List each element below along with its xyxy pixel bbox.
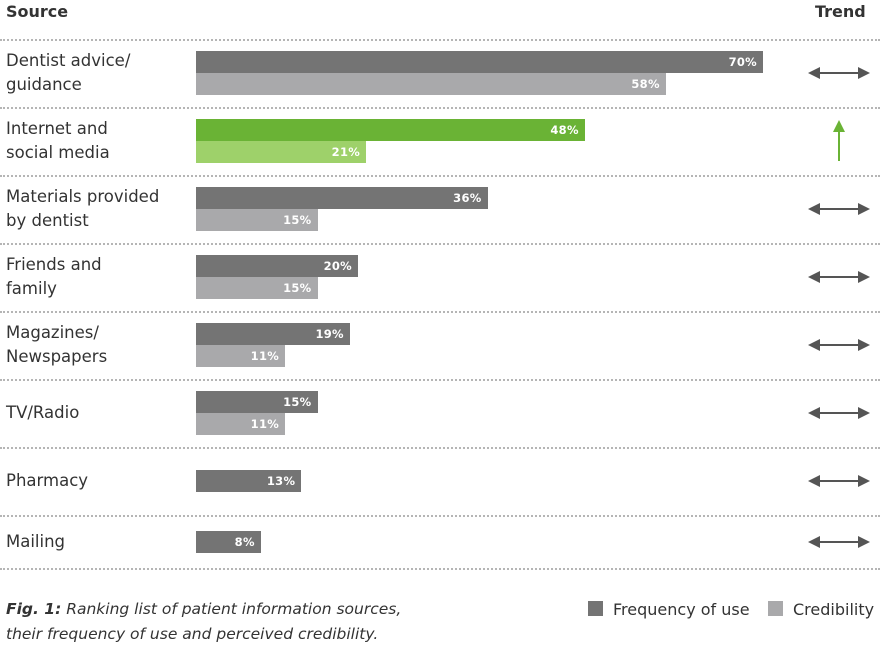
caption-line-1: Ranking list of patient information sour…	[61, 600, 402, 618]
bar-frequency: 70%	[196, 51, 763, 73]
trend-up-arrow-icon	[833, 120, 845, 161]
bar-value-label: 70%	[728, 55, 757, 69]
bar-frequency: 15%	[196, 391, 318, 413]
category-label: Pharmacy	[6, 469, 191, 493]
legend-frequency: Frequency of use	[588, 600, 750, 620]
header-trend: Trend	[815, 2, 866, 21]
trend-stable-arrow-icon	[808, 271, 870, 283]
trend-stable-arrow-icon	[808, 67, 870, 79]
header-source: Source	[6, 2, 69, 21]
bar-value-label: 20%	[323, 259, 352, 273]
bar-value-label: 21%	[331, 145, 361, 159]
category-label-line: Newspapers	[6, 347, 108, 366]
category-label-line: social media	[6, 143, 110, 162]
category-label: TV/Radio	[6, 401, 191, 425]
row-separator	[0, 243, 880, 245]
category-label-line: family	[6, 279, 57, 298]
row-separator	[0, 379, 880, 381]
bar-value-label: 15%	[283, 395, 312, 409]
bar-frequency: 36%	[196, 187, 488, 209]
category-label-line: Friends and	[6, 255, 102, 274]
bar-value-label: 8%	[234, 535, 255, 549]
caption-label: Fig. 1:	[6, 600, 62, 618]
bar-value-label: 11%	[250, 349, 280, 363]
category-label-line: Magazines/	[6, 323, 99, 342]
category-label: Dentist advice/guidance	[6, 49, 191, 97]
bar-value-label: 13%	[266, 474, 296, 488]
bar-frequency: 48%	[196, 119, 585, 141]
figure-caption: Fig. 1: Ranking list of patient informat…	[6, 597, 401, 647]
bar-value-label: 36%	[453, 191, 482, 205]
category-label-line: Mailing	[6, 531, 66, 551]
trend-stable-arrow-icon	[808, 339, 870, 351]
legend-label-credibility: Credibility	[793, 600, 875, 619]
trend-stable-arrow-icon	[808, 475, 870, 487]
row-separator	[0, 515, 880, 517]
category-label-line: Internet and	[6, 119, 108, 138]
bar-value-label: 15%	[283, 213, 312, 227]
bar-frequency: 19%	[196, 323, 350, 345]
bar-frequency: 8%	[196, 531, 261, 553]
legend-swatch-credibility	[768, 601, 783, 616]
category-label: Mailing	[6, 530, 191, 554]
trend-stable-arrow-icon	[808, 203, 870, 215]
bar-credibility: 15%	[196, 277, 318, 299]
bar-frequency: 20%	[196, 255, 358, 277]
bar-credibility: 11%	[196, 345, 286, 367]
legend-credibility: Credibility	[768, 600, 874, 620]
trend-stable-arrow-icon	[808, 407, 870, 419]
row-separator	[0, 107, 880, 109]
bar-credibility: 15%	[196, 209, 318, 231]
caption-line-2: their frequency of use and perceived cre…	[6, 625, 379, 643]
bar-value-label: 48%	[550, 123, 579, 137]
category-label-line: TV/Radio	[6, 403, 80, 422]
row-separator	[0, 447, 880, 449]
category-label: Friends and family	[6, 253, 191, 301]
bar-value-label: 11%	[250, 417, 280, 431]
bar-value-label: 58%	[631, 77, 660, 91]
category-label-line: guidance	[6, 75, 82, 94]
bar-credibility: 58%	[196, 73, 666, 95]
category-label: Internet and social media	[6, 117, 191, 165]
trend-stable-arrow-icon	[808, 535, 870, 548]
bar-credibility: 21%	[196, 141, 367, 163]
bar-value-label: 15%	[283, 281, 312, 295]
row-separator	[0, 175, 880, 177]
row-separator	[0, 568, 880, 570]
row-separator	[0, 311, 880, 313]
bar-credibility: 11%	[196, 413, 286, 435]
category-label-line: Dentist advice/	[6, 51, 131, 70]
category-label: Magazines/Newspapers	[6, 321, 191, 369]
category-label-line: by dentist	[6, 211, 89, 230]
legend-label-frequency: Frequency of use	[613, 600, 750, 619]
category-label: Materials provided by dentist	[6, 185, 191, 233]
category-label-line: Pharmacy	[6, 471, 89, 490]
category-label-line: Materials provided	[6, 187, 160, 206]
bar-frequency: 13%	[196, 470, 302, 492]
bar-value-label: 19%	[315, 327, 344, 341]
row-separator	[0, 39, 880, 41]
legend-swatch-frequency	[588, 601, 603, 616]
